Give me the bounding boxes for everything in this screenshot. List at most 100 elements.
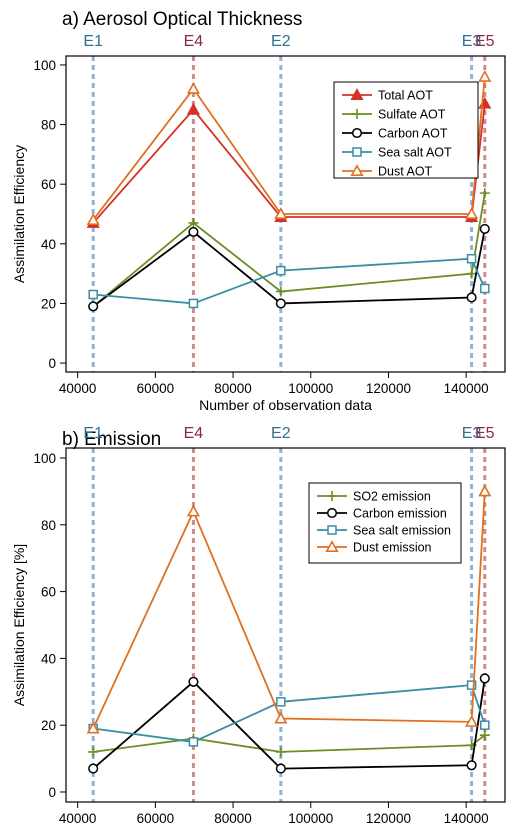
data-point-shape [188,737,199,747]
legend-label: Sulfate AOT [378,108,446,122]
data-point-shape [275,746,286,757]
chart-title: a) Aerosol Optical Thickness [62,9,302,30]
data-point-shape [186,504,200,517]
legend-marker-shape [327,491,337,501]
data-point [88,301,99,312]
experiment-label-e2: E2 [271,33,291,50]
data-point [274,711,288,724]
series-sulfate-aot [88,188,490,312]
data-point [188,226,199,237]
data-point [88,746,99,757]
data-point-shape [88,301,99,312]
data-point [188,217,199,228]
legend-label: Carbon AOT [378,127,448,141]
data-point [86,213,100,225]
data-point-shape [480,720,490,730]
y-tick-label: 40 [41,651,56,666]
data-point-shape [466,268,477,279]
y-tick-label: 0 [48,356,56,371]
data-point [88,289,98,300]
legend-label: Carbon emission [353,507,447,521]
data-point [479,730,490,741]
legend-marker [350,88,364,100]
data-point [86,721,100,734]
x-tick-label: 80000 [214,381,252,396]
legend: SO2 emission Carbon emission Sea salt emis… [308,482,462,564]
data-point-shape [466,253,477,264]
series-dust-emission [86,484,492,734]
experiment-label-e4: E4 [184,425,204,442]
x-tick-label: 40000 [59,381,97,396]
legend-marker [327,491,337,501]
data-point [465,207,479,219]
data-point [466,268,477,279]
data-point [275,298,286,309]
experiment-label-e3: E3 [462,425,482,442]
data-point-shape [465,715,479,727]
data-point-shape [466,680,477,690]
y-tick-label: 80 [41,518,56,533]
data-point [186,81,200,94]
series-line [92,678,486,770]
legend-marker [352,147,362,157]
data-point [275,286,286,297]
legend-label: Total AOT [378,89,433,103]
y-tick-label: 20 [41,718,56,733]
data-point-shape [275,298,286,309]
y-tick-label: 60 [41,177,56,192]
data-point [275,746,286,757]
series-line [92,192,486,308]
data-point-shape [88,746,99,757]
series-so2-emission [88,730,490,757]
data-point [466,253,477,264]
data-point [186,102,200,115]
legend-marker [350,164,364,176]
series-sea-salt-aot [88,253,490,309]
legend-label: Sea salt emission [353,524,451,538]
data-point-shape [276,265,286,276]
legend-marker-shape [325,540,339,552]
x-tick-label: 140000 [444,811,489,824]
legend-marker-shape [352,147,362,157]
legend-marker [327,525,337,535]
legend-marker [326,507,338,519]
data-point-shape [275,763,286,774]
experiment-label-e3: E3 [462,33,482,50]
legend-marker-shape [351,127,363,139]
legend-label: Dust AOT [378,165,433,179]
data-point [466,680,477,690]
data-point [275,763,286,774]
x-tick-label: 40000 [59,811,97,824]
experiment-label-e1: E1 [83,33,103,50]
series-sea-salt-emission [88,680,490,747]
series-carbon-emission [88,673,490,774]
data-point-shape [188,217,199,228]
data-point-shape [86,721,100,734]
data-point-shape [275,286,286,297]
experiment-label-e4: E4 [184,33,204,50]
legend-marker-shape [350,164,364,176]
data-point-shape [186,102,200,115]
y-axis-label: Assimilation Efficiency [%] [11,544,27,706]
data-point-shape [188,676,199,687]
data-point [479,673,490,684]
legend-marker-shape [352,109,362,119]
legend-marker [351,127,363,139]
y-tick-label: 100 [33,451,56,466]
series-line [92,228,486,308]
plot-frame [65,55,506,373]
data-point [466,292,477,303]
chart-title: b) Emission [62,429,161,450]
data-point-shape [479,730,490,741]
data-point-shape [86,213,100,225]
x-tick-label: 60000 [137,381,175,396]
data-point [478,70,492,82]
x-tick-label: 100000 [288,381,333,396]
data-point-shape [186,81,200,94]
data-point [186,504,200,517]
data-point-shape [479,188,490,199]
data-point [188,737,199,747]
x-tick-label: 120000 [366,811,411,824]
